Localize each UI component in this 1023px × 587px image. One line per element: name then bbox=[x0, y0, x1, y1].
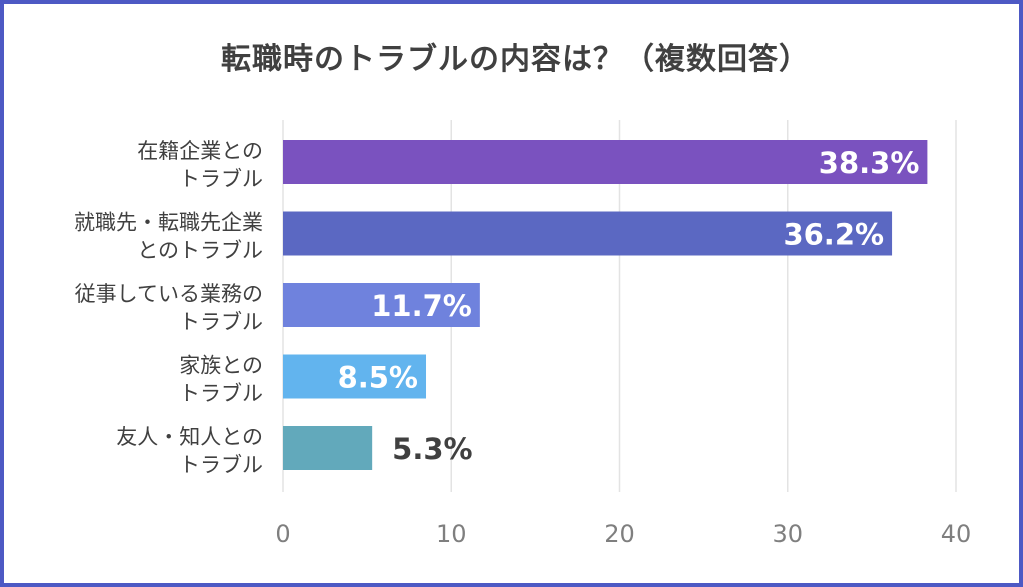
category-label: 在籍企業との bbox=[137, 139, 263, 163]
bar bbox=[283, 283, 480, 327]
x-tick-label: 0 bbox=[275, 520, 290, 548]
data-label: 5.3% bbox=[392, 432, 472, 466]
category-label: トラブル bbox=[179, 382, 263, 406]
data-label: 38.3% bbox=[819, 146, 920, 180]
bar bbox=[283, 140, 928, 184]
category-label: 就職先・転職先企業 bbox=[74, 211, 263, 235]
chart-title: 転職時のトラブルの内容は？（複数回答） bbox=[221, 42, 810, 77]
bar bbox=[283, 211, 893, 256]
category-label: トラブル bbox=[179, 310, 263, 334]
category-label: トラブル bbox=[179, 453, 263, 477]
bar bbox=[283, 426, 373, 470]
category-label: 友人・知人との bbox=[116, 425, 263, 449]
x-tick-label: 40 bbox=[941, 520, 972, 548]
bar bbox=[283, 354, 427, 399]
x-tick-label: 30 bbox=[772, 520, 803, 548]
category-label: とのトラブル bbox=[137, 239, 263, 263]
data-label: 8.5% bbox=[338, 361, 418, 395]
category-label: トラブル bbox=[179, 167, 263, 191]
data-label: 11.7% bbox=[371, 289, 472, 323]
data-label: 36.2% bbox=[783, 218, 884, 252]
x-tick-label: 20 bbox=[604, 520, 635, 548]
category-label: 従事している業務の bbox=[75, 282, 263, 306]
x-tick-label: 10 bbox=[436, 520, 467, 548]
category-label: 家族との bbox=[179, 354, 263, 378]
